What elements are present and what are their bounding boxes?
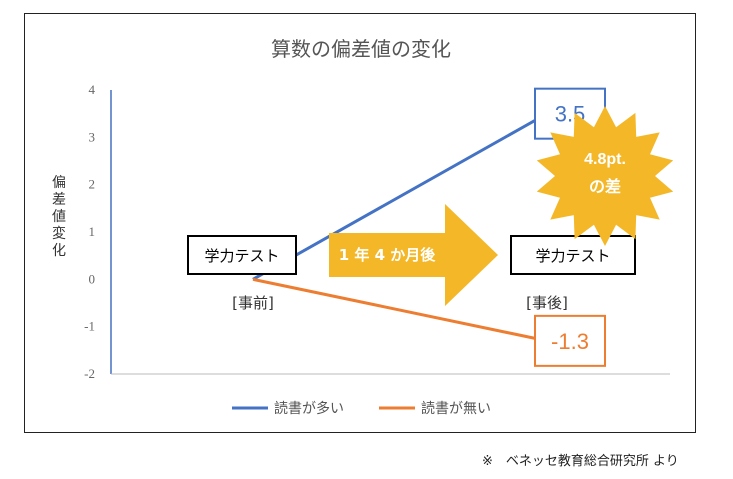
y-axis-label-char: 偏 xyxy=(52,175,66,191)
y-axis-label-char: 化 xyxy=(52,243,66,259)
test-box-before xyxy=(187,235,297,275)
end-value-box-2 xyxy=(534,314,606,367)
y-tick-label: 2 xyxy=(89,177,96,192)
test-label-before: 学力テスト xyxy=(204,247,279,265)
y-axis-label-char: 値 xyxy=(52,209,66,225)
source-note: ※ ベネッセ教育総合研究所 より xyxy=(482,454,679,469)
end-value-label-2: -1.3 xyxy=(551,329,589,354)
y-axis-ticks: 4 3 2 1 0 -1 -2 xyxy=(84,82,95,381)
legend-label-2: 読書が無い xyxy=(421,400,491,417)
y-axis-label-char: 変 xyxy=(52,225,66,242)
time-arrow-label: 1 年 4 か月後 xyxy=(339,246,437,264)
difference-value: 4.8pt. xyxy=(584,151,626,168)
series-line-1 xyxy=(252,112,548,281)
chart-title: 算数の偏差値の変化 xyxy=(271,37,451,61)
series-group: 3.5-1.3 xyxy=(252,87,606,367)
y-tick-label: -2 xyxy=(84,366,95,381)
time-arrow xyxy=(329,204,498,306)
y-tick-label: -1 xyxy=(84,319,95,334)
y-tick-label: 0 xyxy=(89,271,96,286)
legend: 読書が多い 読書が無い xyxy=(232,400,491,417)
difference-suffix: の差 xyxy=(589,177,621,196)
category-label-before: [事前] xyxy=(232,294,274,312)
chart-frame: 算数の偏差値の変化 偏差値変化 4 3 2 1 0 -1 -2 3.5 -1.3 1 年 4 … xyxy=(24,13,696,433)
test-label-after: 学力テスト xyxy=(535,247,610,265)
legend-label-1: 読書が多い xyxy=(274,400,344,417)
y-tick-label: 3 xyxy=(89,129,96,144)
series-line-2 xyxy=(252,277,548,343)
y-tick-label: 1 xyxy=(89,224,96,239)
test-box-after xyxy=(510,235,636,275)
y-axis-label-char: 差 xyxy=(52,192,66,208)
y-tick-label: 4 xyxy=(89,82,96,97)
category-label-after: [事後] xyxy=(526,294,568,312)
difference-burst xyxy=(536,106,674,246)
